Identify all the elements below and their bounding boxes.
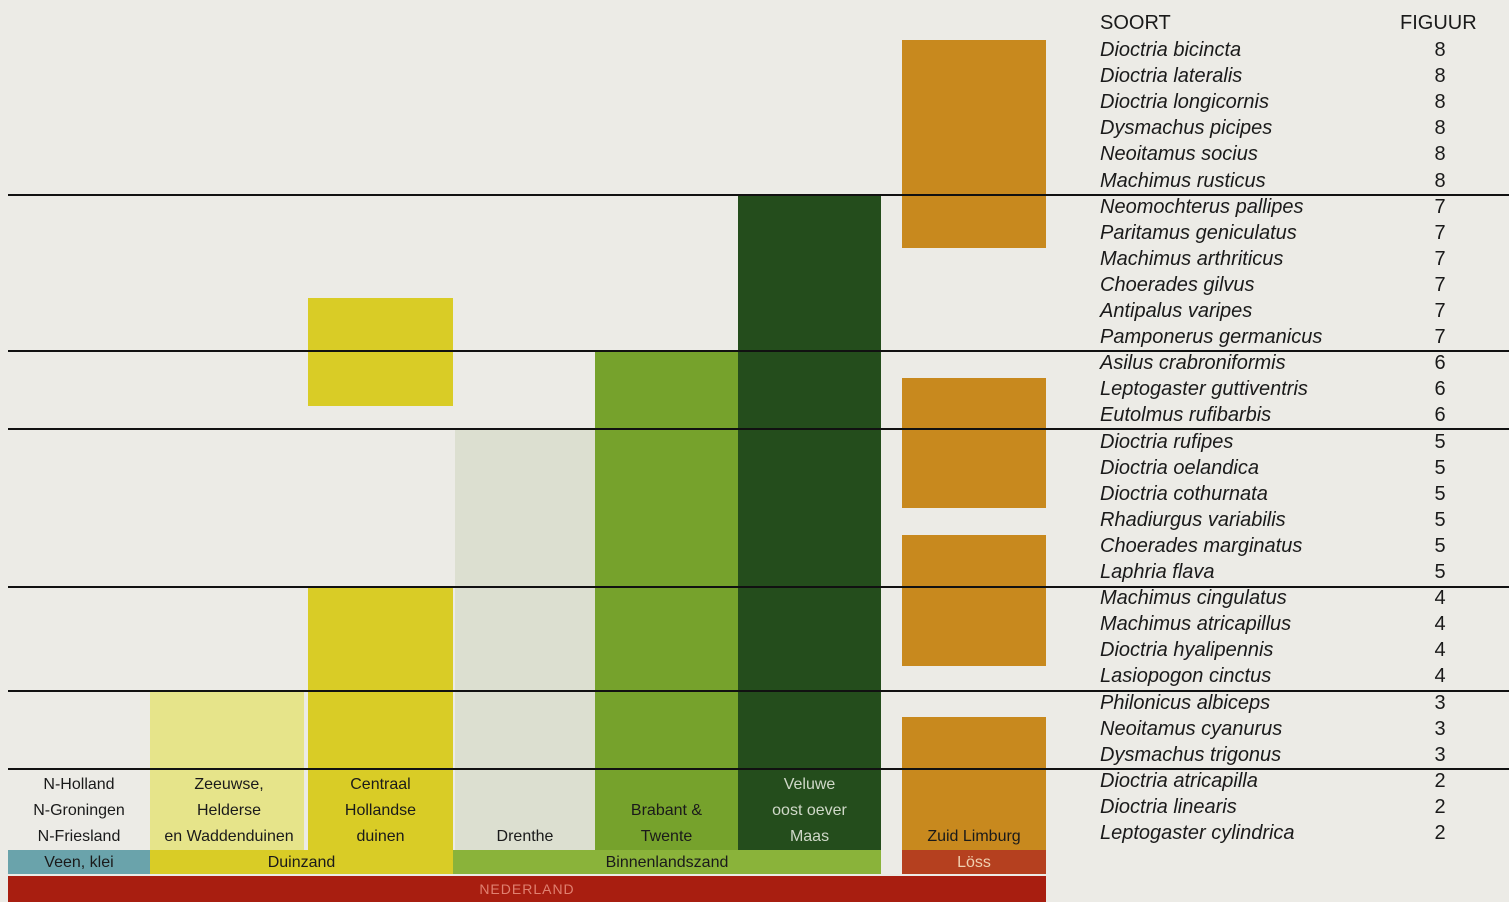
band-loss: Löss [902,850,1046,874]
species-name: Machimus atricapillus [1100,613,1292,636]
species-name: Dioctria bicincta [1100,39,1242,61]
separator-line-3-2 [8,768,1509,770]
block-drenthe [455,430,595,850]
species-name: Dioctria atricapilla [1100,769,1258,792]
block-limburg-3 [902,535,1046,666]
region-label-veluwe: Veluwe oost oever Maas [772,776,847,845]
block-centraal-bottom [308,588,453,850]
figure-number: 5 [1434,508,1446,531]
species-name: Pamponerus germanicus [1100,326,1323,349]
figure-number: 7 [1434,300,1446,322]
species-name: Dioctria longicornis [1100,91,1269,114]
region-label-waddenduinen: Zeeuwse, Helderse en Waddenduinen [164,776,294,845]
figure-number: 6 [1434,352,1446,375]
block-brabant [595,352,738,850]
region-label-limburg: ​​Zuid Limburg [927,828,1021,845]
figure-number: 5 [1434,482,1446,505]
region-label-drenthe: ​​Drenthe [496,828,554,845]
species-name: Dysmachus picipes [1100,117,1273,140]
species-name: Dioctria cothurnata [1100,482,1268,505]
species-name: Neoitamus cyanurus [1100,717,1283,740]
block-veluwe [738,195,881,850]
figure-number: 8 [1434,143,1446,166]
species-name: Neoitamus socius [1100,143,1258,166]
figure-number: 8 [1434,91,1446,114]
species-name: Neomochterus pallipes [1100,195,1304,218]
figure-number: 5 [1434,430,1446,453]
region-label-brabant: ​Brabant &Twente [630,802,703,845]
figure-number: 7 [1434,195,1446,218]
separator-line-6-5 [8,428,1509,430]
block-limburg-1 [902,40,1046,248]
figure-number: 7 [1434,247,1446,270]
separator-line-5-4 [8,586,1509,588]
species-name: Dioctria rufipes [1100,430,1234,453]
separator-line-4-3 [8,690,1509,692]
figure-number: 8 [1434,39,1446,61]
species-name: Dioctria hyalipennis [1100,639,1274,662]
figure-number: 3 [1434,743,1446,766]
figure-number: 4 [1434,665,1446,688]
figure-number: 6 [1434,404,1446,427]
column-header-soort: SOORT [1100,12,1171,34]
species-name: Dysmachus trigonus [1100,743,1282,766]
figure-number: 2 [1434,822,1446,844]
figure-number: 7 [1434,326,1446,349]
region-label-noord: N-Holland N-Groningen N-Friesland [33,776,125,845]
figure-number: 7 [1434,273,1446,296]
species-name: Eutolmus rufibarbis [1100,404,1272,427]
figure-number: 3 [1434,691,1446,714]
figure-number: 8 [1434,65,1446,88]
species-name: Laphria flava [1100,561,1215,583]
figure-number: 8 [1434,169,1446,192]
species-name: Asilus crabroniformis [1100,352,1286,375]
species-name: Leptogaster guttiventris [1100,378,1308,401]
figure-number: 2 [1434,769,1446,792]
figure-number: 8 [1434,117,1446,140]
separator-line-8-7 [8,194,1509,196]
block-centraal-top [308,298,453,406]
block-waddenduinen [150,690,304,850]
figure-number: 6 [1434,378,1446,401]
figure-number: 5 [1434,456,1446,479]
block-limburg-2 [902,378,1046,508]
species-name: Dioctria oelandica [1100,456,1259,479]
figure-number: 4 [1434,613,1446,636]
figure-number: 5 [1434,534,1446,557]
block-limburg-4 [902,717,1046,850]
species-name: Machimus rusticus [1100,169,1266,192]
band-binnenlandszand: Binnenlandszand [453,850,881,874]
species-name: Choerades gilvus [1100,273,1255,296]
species-name: Philonicus albiceps [1100,691,1271,714]
species-name: Rhadiurgus variabilis [1100,508,1286,531]
species-name: Dioctria lateralis [1100,65,1243,88]
figure-number: 4 [1434,639,1446,662]
band-nederland: NEDERLAND [8,876,1046,902]
separator-line-7-6 [8,350,1509,352]
band-duinzand: Duinzand [150,850,453,874]
species-name: Antipalus varipes [1100,300,1253,322]
species-name: Machimus cingulatus [1100,587,1287,610]
column-header-figuur: FIGUUR [1400,12,1477,34]
species-name: Dioctria linearis [1100,795,1237,818]
species-name: Machimus arthriticus [1100,247,1284,270]
figure-number: 3 [1434,717,1446,740]
figure-number: 5 [1434,561,1446,583]
figure-number: 7 [1434,221,1446,244]
species-name: Leptogaster cylindrica [1100,822,1295,844]
region-label-centraal: Centraal Hollandse duinen [344,776,417,845]
figure-number: 2 [1434,795,1446,818]
band-veen-klei: Veen, klei [8,850,150,874]
figure-number: 4 [1434,587,1446,610]
species-name: Choerades marginatus [1100,534,1303,557]
species-name: Paritamus geniculatus [1100,221,1297,244]
species-name: Lasiopogon cinctus [1100,665,1272,688]
